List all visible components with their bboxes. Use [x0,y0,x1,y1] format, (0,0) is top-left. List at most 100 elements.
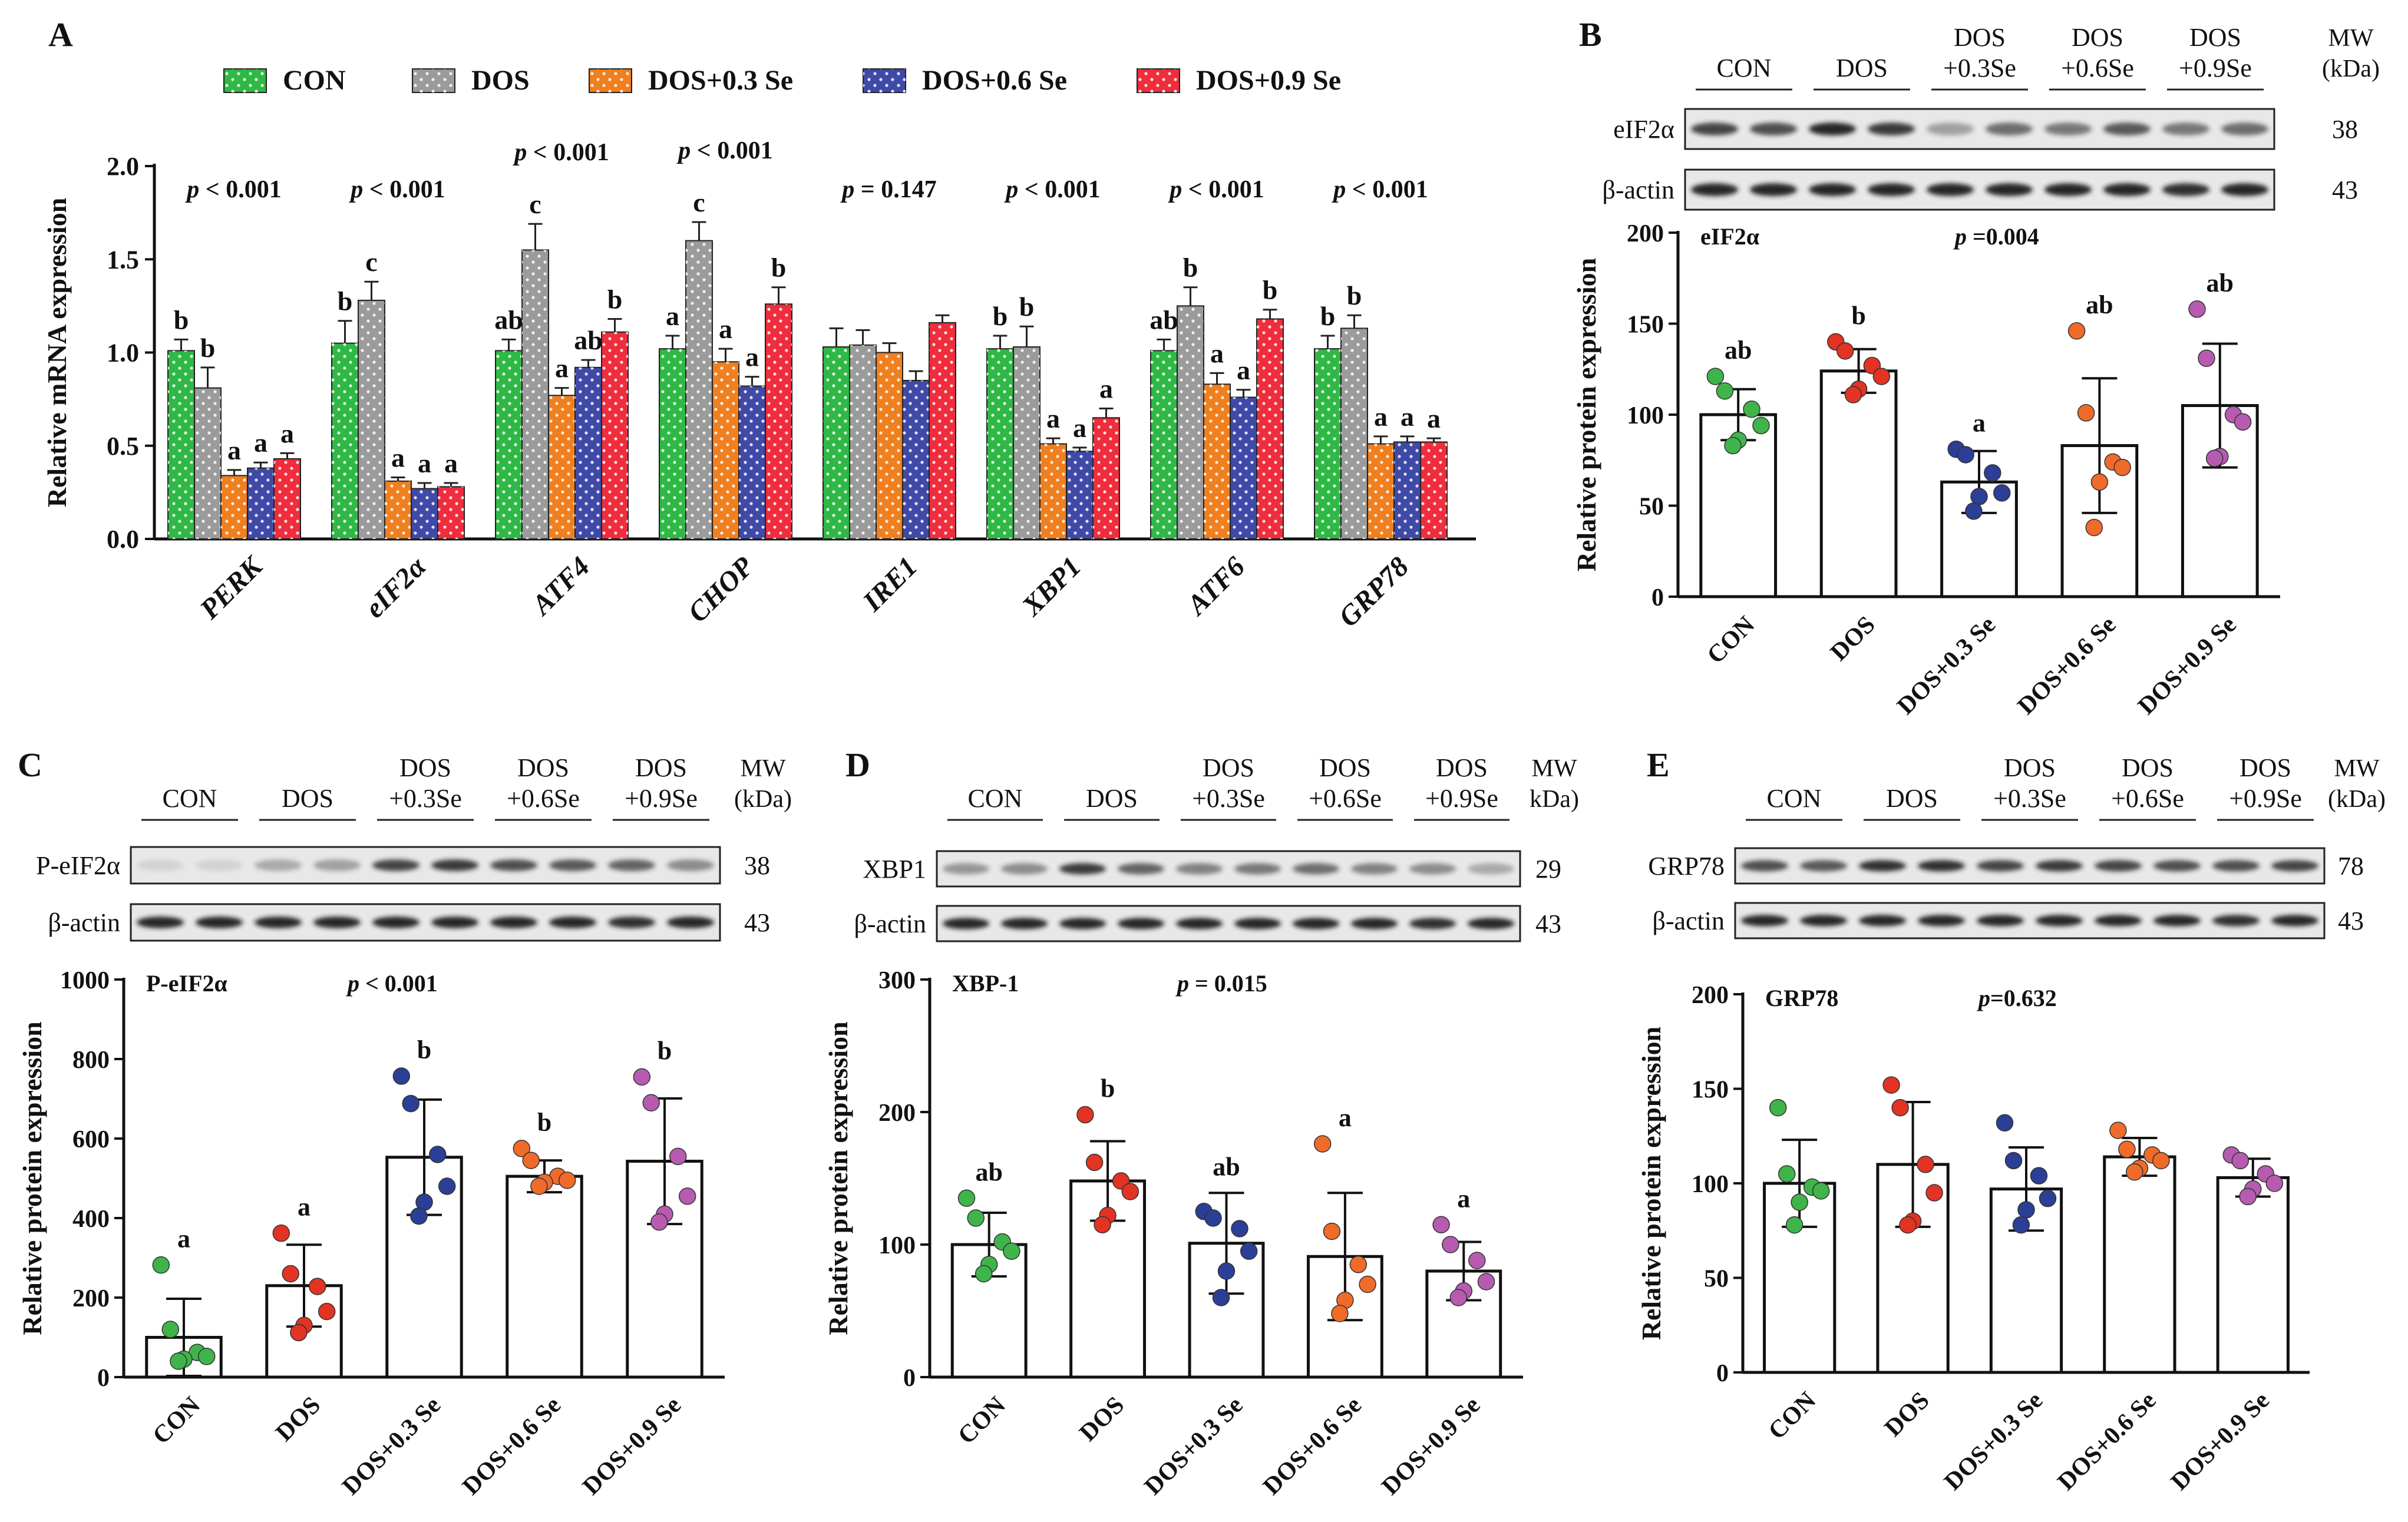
blot-band [1059,863,1106,875]
p-symbol: p [1168,176,1182,203]
bar-pattern [712,362,739,539]
significance-letter: a [444,448,458,478]
bar-pattern [411,488,438,539]
y-tick-label: 200 [878,1100,916,1127]
bar-pattern [168,350,194,539]
data-point [1003,1242,1020,1260]
blot-row-label: β-actin [1652,906,1725,935]
y-tick-label: 0.5 [107,432,139,461]
y-tick-label: 400 [72,1206,110,1233]
blot-group-label: DOS [2239,753,2291,782]
blot-band [1927,183,1974,196]
legend-label: DOS+0.6 Se [922,65,1067,96]
blot-group-label: +0.3Se [389,784,462,813]
blot-band [1741,915,1788,927]
data-point [1917,1156,1934,1173]
significance-letter: a [391,443,405,473]
p-symbol: p [1953,223,1967,250]
blot-band [490,916,537,928]
blot-row-label: β-actin [854,909,926,938]
category-label: ATF6 [1180,551,1251,622]
blot-band [2095,860,2142,872]
data-point [678,1187,696,1205]
significance-letter: b [1263,275,1278,305]
blot-group-label: +0.3Se [1192,784,1265,813]
blot-band [1859,915,1906,927]
significance-letter: b [1347,280,1362,310]
blot-band [1859,860,1906,872]
bar-pattern [1394,442,1421,539]
y-tick-label: 2.0 [107,152,139,181]
bar-pattern [1421,442,1447,539]
data-point [170,1352,187,1370]
p-value-label: p = 0.147 [840,176,936,203]
data-point [2234,413,2252,431]
significance-letter: b [1320,301,1336,331]
blot-band [1691,123,1738,135]
blot-group-label: DOS [1203,753,1254,782]
data-point [410,1207,428,1225]
blot-band [608,859,655,871]
blot-row-label: eIF2α [1613,115,1674,144]
blot-band [1750,123,1797,135]
blot-band [1800,915,1847,927]
significance-letter: b [1019,292,1035,322]
p-value-label: p < 0.001 [185,176,281,203]
category-label: PERK [193,550,269,626]
blot-band [313,859,361,871]
blot-band [431,916,478,928]
bar [506,1174,583,1379]
category-label: DOS+0.6 Se [457,1392,566,1501]
blot-band [1117,863,1165,875]
p-value: < 0.001 [1018,176,1100,203]
category-label: DOS [270,1392,326,1447]
significance-letter: ab [1725,336,1752,365]
p-value-label: p < 0.001 [1168,176,1264,203]
blot-band [2103,183,2151,196]
bar-pattern [659,349,686,539]
data-point [392,1067,411,1085]
bar-pattern [496,350,522,539]
data-point [318,1302,336,1321]
data-point [1743,400,1760,418]
data-point [1442,1236,1459,1253]
blot-band [1868,183,1915,196]
blot-band [1750,183,1797,196]
mw-label: MW [741,755,786,782]
bar-pattern [1204,384,1230,539]
bar-pattern [602,332,628,539]
y-tick-label: 50 [1704,1266,1729,1293]
data-point [1231,1220,1248,1238]
blot-band [1467,918,1515,929]
category-label: DOS+0.9 Se [1377,1392,1486,1501]
bar-pattern [549,395,575,539]
blot-group-label: +0.6Se [507,784,580,813]
bar [2216,1176,2290,1374]
data-point [669,1147,687,1166]
y-tick-label: 200 [1692,982,1729,1009]
data-point [1477,1273,1495,1291]
data-point [1706,368,1725,385]
bar-pattern [522,250,549,539]
blot-band [1800,860,1847,872]
blot-band [1350,863,1398,875]
p-symbol: p [1332,176,1346,203]
blot-band [942,863,990,875]
blot-band [431,859,478,871]
data-point [633,1068,651,1086]
data-point [2085,518,2103,537]
significance-letter: c [529,189,541,219]
data-point [2113,458,2131,477]
blot-band [1977,860,2024,872]
category-label: CON [1702,611,1760,670]
mw-unit-label: kDa) [1530,786,1579,813]
category-label: DOS [1825,611,1881,667]
blot-band [667,916,714,928]
category-label: DOS [1075,1392,1130,1447]
category-label: CHOP [682,551,760,628]
data-point [272,1224,290,1242]
data-point [1085,1153,1104,1172]
blot-band [137,916,184,928]
y-tick-label: 0 [903,1365,916,1392]
